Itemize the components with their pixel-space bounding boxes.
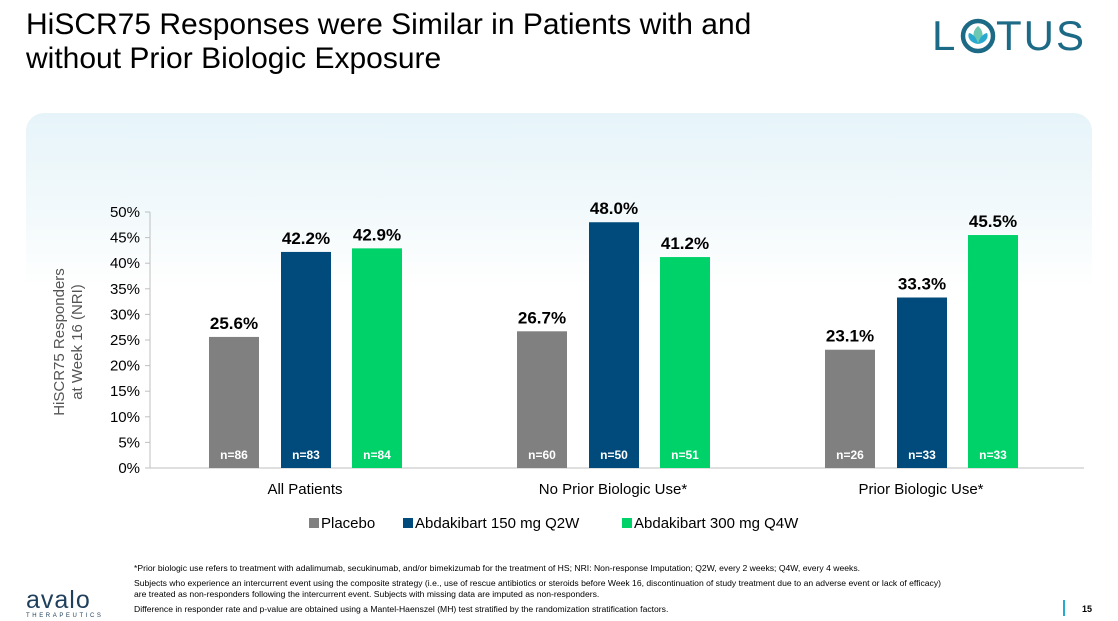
page-title: HiSCR75 Responses were Similar in Patien… [26,8,906,76]
y-axis-title-line-2: at Week 16 (NRI) [69,284,86,400]
x-tick-label: No Prior Biologic Use* [539,481,688,498]
bar [281,251,331,468]
bar-value-label: 41.2% [661,234,709,253]
lotus-logo-graphic: L TUS [932,12,1086,58]
bar-n-label: n=33 [908,448,936,462]
page-number: 15 [1082,604,1093,614]
legend-label: Placebo [321,515,375,532]
y-tick-label: 40% [110,255,140,272]
bar-n-label: n=84 [363,448,391,462]
y-tick-label: 10% [110,409,140,426]
avalo-logo: avalo THERAPEUTICS [26,588,116,620]
bar [352,248,402,468]
svg-text:L: L [932,12,957,58]
page-number-divider [1063,600,1065,616]
y-axis-title-line-1: HiSCR75 Responders [51,268,68,416]
bar-value-label: 25.6% [210,314,258,333]
legend-swatch [622,518,632,528]
avalo-logo-sub: THERAPEUTICS [26,613,104,619]
y-axis-ticks: 0% 5% 10% 15% 20% 25% 30% 35% 40% 45% 50% [110,204,150,477]
bar-chart: HiSCR75 Responders at Week 16 (NRI) 0% 5%… [51,199,1084,532]
y-tick-label: 45% [110,230,140,247]
bar-value-label: 45.5% [969,212,1017,231]
footnotes: *Prior biologic use refers to treatment … [134,563,1054,615]
legend: Placebo Abdakibart 150 mg Q2W Abdakibart 3… [309,515,799,532]
bar-value-label: 33.3% [898,275,946,294]
bar-value-label: 42.9% [353,225,401,244]
footnote-1: *Prior biologic use refers to treatment … [134,563,861,573]
svg-text:TUS: TUS [996,12,1086,58]
bar-value-label: 23.1% [826,327,874,346]
bar-value-label: 48.0% [590,199,638,218]
x-tick-label: All Patients [267,481,342,498]
avalo-logo-name: avalo [26,586,91,614]
x-axis-labels: All Patients No Prior Biologic Use* Prior … [267,481,983,498]
x-tick-label: Prior Biologic Use* [858,481,983,498]
bar-n-label: n=50 [600,448,628,462]
footnote-2: Subjects who experience an intercurrent … [134,577,941,588]
bar [517,331,567,468]
y-tick-label: 50% [110,204,140,221]
y-tick-label: 20% [110,358,140,375]
legend-swatch [403,518,413,528]
bar [897,297,947,468]
y-tick-label: 5% [118,434,140,451]
bar-n-label: n=86 [220,448,248,462]
y-tick-label: 30% [110,306,140,323]
bar-n-label: n=51 [671,448,699,462]
bars: 25.6% n=86 26.7% n=60 23.1% n=26 42.2% n=83 48.0… [209,199,1018,468]
legend-label: Abdakibart 300 mg Q4W [634,515,799,532]
bar-n-label: n=33 [979,448,1007,462]
y-tick-label: 25% [110,332,140,349]
y-tick-label: 15% [110,383,140,400]
bar-n-label: n=60 [528,448,556,462]
legend-label: Abdakibart 150 mg Q2W [415,515,580,532]
y-tick-label: 35% [110,281,140,298]
bar [660,257,710,468]
footnote-4: Difference in responder rate and p-value… [134,603,669,614]
page-title-line-1: HiSCR75 Responses were Similar in Patien… [26,8,752,41]
bar-value-label: 42.2% [282,229,330,248]
legend-swatch [309,518,319,528]
bar-n-label: n=26 [836,448,864,462]
y-tick-label: 0% [118,460,140,477]
bar-n-label: n=83 [292,448,320,462]
y-axis-title: HiSCR75 Responders at Week 16 (NRI) [51,268,86,416]
lotus-logo: L TUS [932,12,1092,58]
bar [825,349,875,468]
bar [589,222,639,468]
page-title-line-2: without Prior Biologic Exposure [26,42,442,75]
bar [209,336,259,468]
footnote-3: are treated as non-responders following … [134,589,600,599]
bar [968,235,1018,468]
bar-value-label: 26.7% [518,308,566,327]
